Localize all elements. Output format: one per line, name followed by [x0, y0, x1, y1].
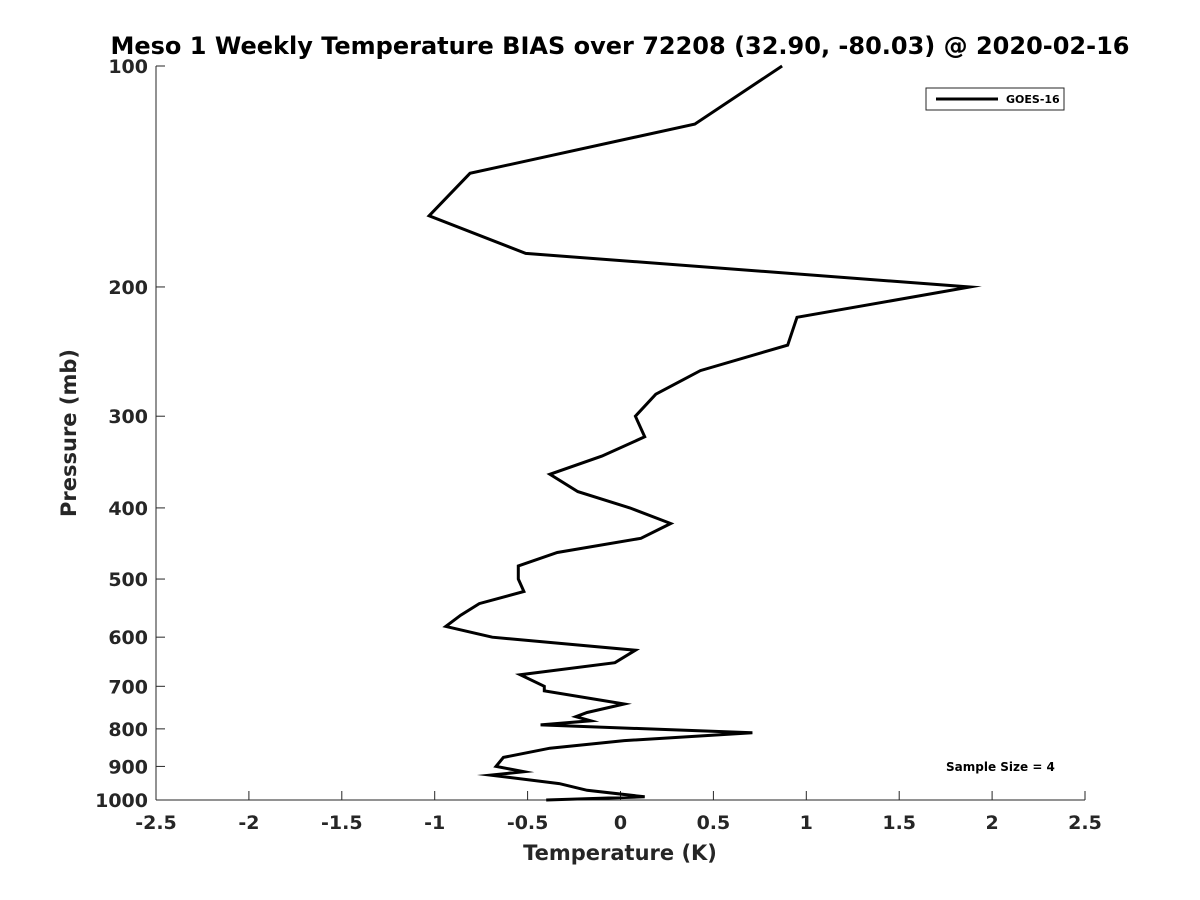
x-tick-label: -2.5: [135, 812, 177, 834]
y-axis-label: Pressure (mb): [57, 349, 81, 517]
x-tick-label: -2: [238, 812, 259, 834]
y-tick-label: 800: [108, 719, 148, 741]
y-ticks: 100 200 300 400 500 600 700 800 900 1000: [95, 56, 165, 812]
y-tick-label: 600: [108, 627, 148, 649]
x-tick-label: -1.5: [321, 812, 363, 834]
legend: GOES-16: [925, 87, 1065, 111]
y-tick-label: 100: [108, 56, 148, 78]
x-tick-label: 2.5: [1068, 812, 1102, 834]
x-tick-label: -1: [424, 812, 445, 834]
sample-size-annotation: Sample Size = 4: [946, 760, 1055, 774]
x-tick-label: -0.5: [507, 812, 549, 834]
legend-label-goes16: GOES-16: [1006, 93, 1060, 106]
y-tick-label: 300: [108, 406, 148, 428]
x-tick-label: 2: [985, 812, 998, 834]
axes: [155, 66, 1085, 801]
x-ticks: -2.5 -2 -1.5 -1 -0.5 0 0.5 1 1.5 2 2.5: [135, 791, 1102, 834]
y-tick-label: 700: [108, 676, 148, 698]
y-tick-label: 1000: [95, 790, 148, 812]
x-tick-label: 0.5: [697, 812, 731, 834]
series-layer: [426, 64, 982, 802]
y-tick-label: 900: [108, 756, 148, 778]
x-tick-label: 1.5: [882, 812, 916, 834]
y-tick-label: 400: [108, 498, 148, 520]
x-tick-label: 0: [614, 812, 627, 834]
y-tick-label: 500: [108, 569, 148, 591]
chart-title: Meso 1 Weekly Temperature BIAS over 7220…: [110, 32, 1129, 60]
x-axis-label: Temperature (K): [523, 841, 717, 865]
series-line-goes16: [426, 64, 982, 802]
x-tick-label: 1: [800, 812, 813, 834]
y-tick-label: 200: [108, 277, 148, 299]
